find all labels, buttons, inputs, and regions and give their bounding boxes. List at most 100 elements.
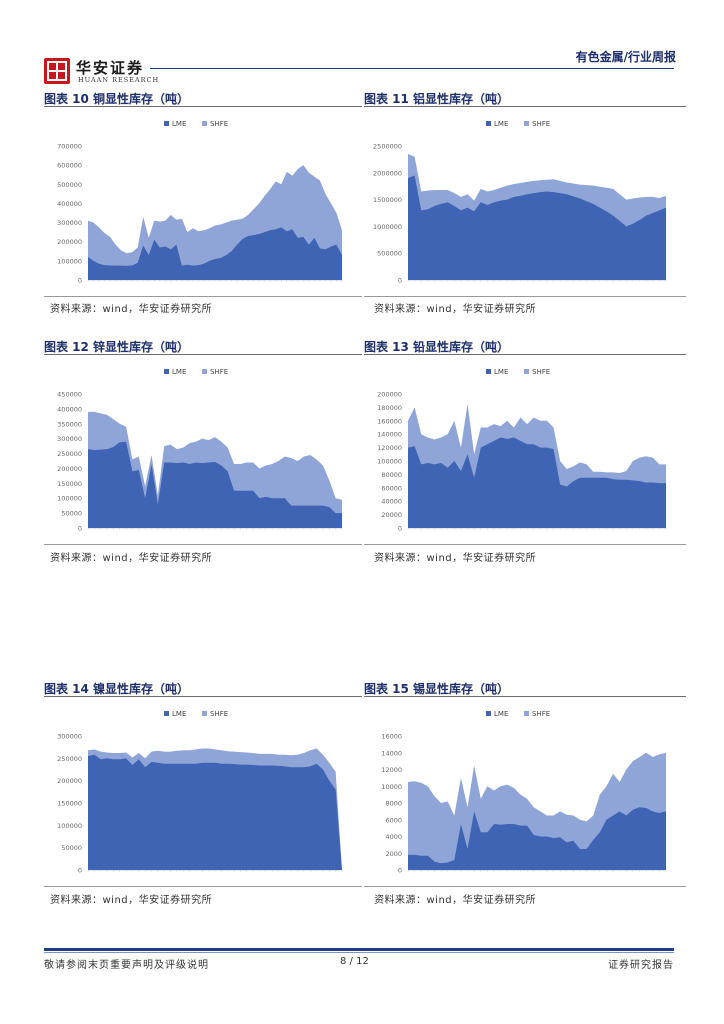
area-lme bbox=[408, 175, 666, 280]
legend-label: LME bbox=[172, 368, 186, 376]
y-tick-label: 50000 bbox=[61, 510, 82, 518]
legend-swatch bbox=[164, 711, 169, 716]
footer-disclaimer: 敬请参阅末页重要声明及评级说明 bbox=[44, 960, 209, 971]
footer-divider bbox=[44, 948, 674, 951]
figure-rule bbox=[364, 106, 686, 107]
y-tick-label: 200000 bbox=[57, 465, 82, 473]
y-tick-label: 60000 bbox=[381, 484, 402, 492]
figure-rule bbox=[44, 354, 362, 355]
report-section-title: 有色金属/行业周报 bbox=[575, 50, 676, 64]
legend-swatch bbox=[164, 369, 169, 374]
y-tick-label: 2000 bbox=[385, 850, 402, 858]
figure-source: 资料来源：wind，华安证券研究所 bbox=[50, 304, 213, 315]
y-tick-label: 6000 bbox=[385, 816, 402, 824]
chart-svg: LME SHFE 0 2000 4000 6000 8000 10000 12000 14000 1… bbox=[381, 710, 667, 875]
figure-source: 资料来源：wind，华安证券研究所 bbox=[50, 895, 213, 906]
chart-tin-inventory: LME SHFE 0 2000 4000 6000 8000 10000 12000 14000 1… bbox=[364, 702, 680, 880]
chart-copper-inventory: LME SHFE 0 100000 200000 300000 400000 500000 60… bbox=[44, 112, 356, 290]
legend-swatch bbox=[202, 369, 207, 374]
area-lme bbox=[408, 807, 666, 870]
legend-label: SHFE bbox=[532, 120, 550, 128]
y-tick-label: 2000000 bbox=[373, 169, 402, 177]
y-tick-label: 0 bbox=[398, 525, 402, 533]
legend-label: LME bbox=[494, 710, 508, 718]
y-tick-label: 250000 bbox=[57, 450, 82, 458]
figure-rule bbox=[364, 354, 686, 355]
y-tick-label: 450000 bbox=[57, 391, 82, 399]
y-tick-label: 12000 bbox=[381, 766, 402, 774]
y-tick-label: 150000 bbox=[57, 480, 82, 488]
area-lme bbox=[88, 441, 342, 528]
y-tick-label: 120000 bbox=[377, 444, 402, 452]
figure-rule bbox=[44, 106, 362, 107]
company-name: 华安证券 bbox=[76, 59, 145, 77]
y-tick-label: 400000 bbox=[57, 405, 82, 413]
y-tick-label: 700000 bbox=[57, 143, 82, 151]
chart-nickel-inventory: LME SHFE 0 50000 100000 150000 200000 250000 300… bbox=[44, 702, 356, 880]
y-tick-label: 300000 bbox=[57, 733, 82, 741]
legend-label: LME bbox=[172, 710, 186, 718]
chart-svg: LME SHFE 0 20000 40000 60000 80000 100000 120000… bbox=[377, 368, 667, 533]
area-lme bbox=[88, 227, 342, 280]
legend-label: LME bbox=[494, 368, 508, 376]
footer-divider-thin bbox=[44, 952, 674, 953]
figure-title: 图表 11 铝显性库存（吨） bbox=[364, 92, 510, 106]
figure-rule bbox=[364, 696, 686, 697]
legend-label: SHFE bbox=[532, 710, 550, 718]
y-tick-label: 1000000 bbox=[373, 223, 402, 231]
legend-label: SHFE bbox=[210, 120, 228, 128]
legend-swatch bbox=[524, 711, 529, 716]
figure-rule bbox=[44, 886, 362, 887]
y-tick-label: 300000 bbox=[57, 435, 82, 443]
figure-rule bbox=[364, 544, 686, 545]
figure-source: 资料来源：wind，华安证券研究所 bbox=[374, 304, 537, 315]
y-tick-label: 0 bbox=[78, 277, 82, 285]
y-tick-label: 40000 bbox=[381, 498, 402, 506]
legend-label: SHFE bbox=[532, 368, 550, 376]
y-tick-label: 250000 bbox=[57, 755, 82, 763]
y-tick-label: 0 bbox=[78, 525, 82, 533]
chart-aluminum-inventory: LME SHFE 0 500000 1000000 1500000 2000000 25000… bbox=[364, 112, 680, 290]
y-tick-label: 0 bbox=[398, 277, 402, 285]
y-tick-label: 0 bbox=[398, 867, 402, 875]
figure-rule bbox=[364, 886, 686, 887]
legend-swatch bbox=[202, 711, 207, 716]
y-tick-label: 100000 bbox=[57, 257, 82, 265]
area-lme bbox=[408, 437, 666, 528]
legend-swatch bbox=[524, 121, 529, 126]
y-tick-label: 8000 bbox=[385, 800, 402, 808]
company-name-en: HUAAN RESEARCH bbox=[78, 76, 160, 84]
legend-swatch bbox=[164, 121, 169, 126]
y-tick-label: 400000 bbox=[57, 200, 82, 208]
y-tick-label: 4000 bbox=[385, 833, 402, 841]
y-tick-label: 20000 bbox=[381, 511, 402, 519]
y-tick-label: 1500000 bbox=[373, 196, 402, 204]
page-number: 8 / 12 bbox=[340, 956, 369, 967]
legend-swatch bbox=[486, 369, 491, 374]
legend-swatch bbox=[486, 711, 491, 716]
y-tick-label: 2500000 bbox=[373, 143, 402, 151]
chart-svg: LME SHFE 0 500000 1000000 1500000 2000000 25000… bbox=[373, 120, 667, 285]
footer-report-type: 证券研究报告 bbox=[608, 960, 674, 971]
figure-source: 资料来源：wind，华安证券研究所 bbox=[374, 553, 537, 564]
legend-label: LME bbox=[172, 120, 186, 128]
y-tick-label: 500000 bbox=[377, 250, 402, 258]
legend-swatch bbox=[486, 121, 491, 126]
header-divider bbox=[150, 68, 674, 69]
figure-rule bbox=[364, 296, 686, 297]
legend-swatch bbox=[202, 121, 207, 126]
figure-source: 资料来源：wind，华安证券研究所 bbox=[374, 895, 537, 906]
figure-rule bbox=[44, 544, 362, 545]
y-tick-label: 200000 bbox=[57, 238, 82, 246]
y-tick-label: 150000 bbox=[57, 800, 82, 808]
figure-title: 图表 14 镍显性库存（吨） bbox=[44, 682, 190, 696]
legend-label: SHFE bbox=[210, 710, 228, 718]
area-lme bbox=[88, 754, 342, 870]
y-tick-label: 140000 bbox=[377, 431, 402, 439]
legend-swatch bbox=[524, 369, 529, 374]
figure-title: 图表 12 锌显性库存（吨） bbox=[44, 340, 190, 354]
chart-svg: LME SHFE 0 100000 200000 300000 400000 500000 60… bbox=[57, 120, 343, 285]
y-tick-label: 160000 bbox=[377, 417, 402, 425]
y-tick-label: 14000 bbox=[381, 749, 402, 757]
y-tick-label: 100000 bbox=[57, 495, 82, 503]
